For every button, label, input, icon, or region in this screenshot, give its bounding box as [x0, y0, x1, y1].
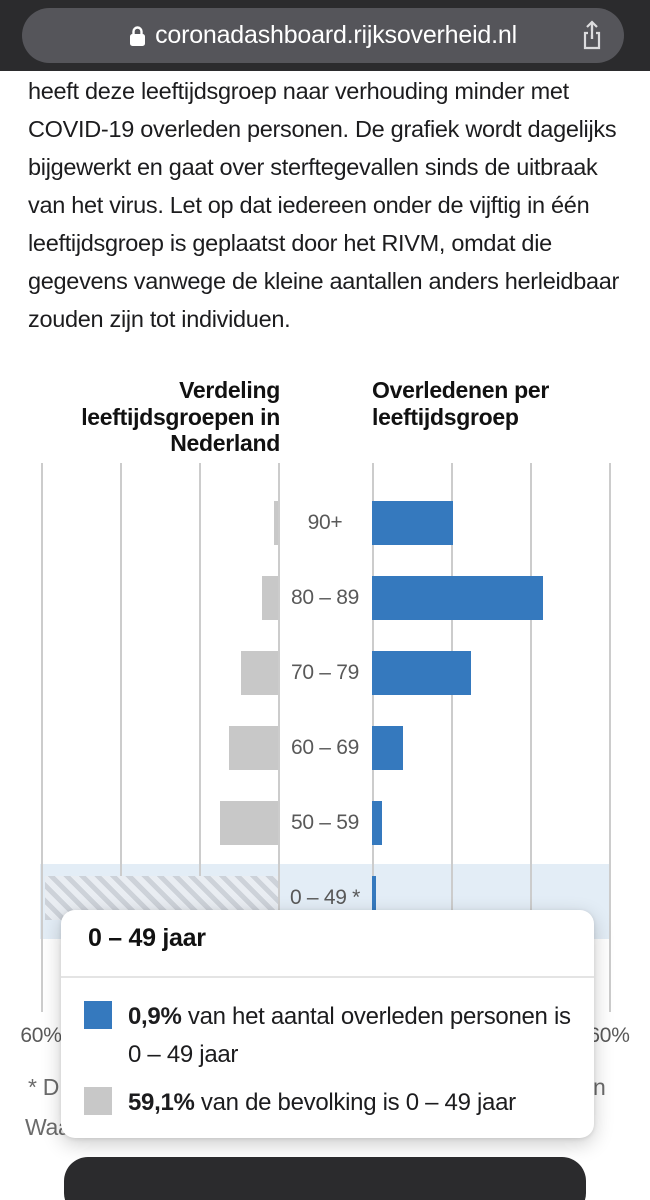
article-text-line: van het virus. Let op dat iedereen onder… — [28, 192, 590, 218]
tooltip-value: 59,1% — [128, 1089, 195, 1116]
gridline — [199, 463, 201, 1012]
age-group-label: 60 – 69 — [291, 736, 359, 759]
browser-bottom-bar[interactable] — [64, 1157, 586, 1200]
tooltip-legend-text: 59,1% van de bevolking is 0 – 49 jaar — [128, 1084, 576, 1122]
gridline — [609, 463, 611, 1012]
address-bar[interactable]: coronadashboard.rijksoverheid.nl — [22, 8, 624, 63]
chart-left-title-line: Verdeling — [179, 377, 280, 403]
article-text-line: leeftijdsgroep is geplaatst door het RIV… — [28, 230, 552, 256]
footnote-fragment-star: * D — [28, 1074, 60, 1100]
age-group-label: 70 – 79 — [291, 661, 359, 684]
population-bar-50–59[interactable] — [219, 801, 278, 845]
share-button[interactable] — [576, 20, 608, 52]
age-group-label: 0 – 49 * — [290, 886, 360, 909]
article-text-line: COVID-19 overleden personen. De grafiek … — [28, 116, 617, 142]
deaths-bar-0–49[interactable] — [372, 876, 376, 920]
age-group-label: 90+ — [307, 511, 343, 534]
gridline — [41, 463, 43, 1012]
tooltip-text: van het aantal overleden personen is 0 –… — [128, 1003, 571, 1068]
tooltip-text: van de bevolking is 0 – 49 jaar — [194, 1089, 516, 1116]
article-paragraph: heeft deze leeftijdsgroep naar verhoudin… — [28, 72, 619, 338]
age-group-label: 80 – 89 — [291, 586, 359, 609]
footnote-fragment-right: n — [593, 1074, 606, 1100]
gridline — [530, 463, 532, 1012]
browser-top-bar: coronadashboard.rijksoverheid.nl — [0, 0, 650, 71]
age-group-label: 50 – 59 — [291, 811, 359, 834]
share-icon — [583, 20, 601, 50]
chart-right-title-line: leeftijdsgroep — [372, 403, 519, 430]
population-bar-90+[interactable] — [273, 501, 278, 545]
chart-left-title-line: Nederland — [170, 430, 280, 456]
lock-icon — [130, 25, 146, 46]
gridline — [120, 463, 122, 1012]
gridline — [278, 463, 280, 1012]
chart-left-title-line: leeftijdsgroepen in — [81, 403, 280, 430]
url-text: coronadashboard.rijksoverheid.nl — [155, 21, 517, 49]
population-bar-60–69[interactable] — [229, 726, 278, 770]
tooltip-legend-text: 0,9% van het aantal overleden personen i… — [128, 998, 576, 1074]
tooltip-divider — [61, 976, 594, 978]
chart-tooltip: 0 – 49 jaar 0,9% van het aantal overlede… — [61, 910, 594, 1138]
article-text-line: bijgewerkt en gaat over sterftegevallen … — [28, 154, 598, 180]
deaths-bar-70–79[interactable] — [372, 651, 472, 695]
article-text-line: zouden zijn tot individuen. — [28, 306, 291, 332]
deaths-bar-90+[interactable] — [372, 501, 453, 545]
x-axis-label-left: 60% — [20, 1024, 62, 1047]
deaths-bar-50–59[interactable] — [372, 801, 382, 845]
gridline — [451, 463, 453, 1012]
deaths-bar-60–69[interactable] — [372, 726, 403, 770]
legend-swatch-gray — [84, 1087, 112, 1115]
article-text-line: heeft deze leeftijdsgroep naar verhoudin… — [28, 78, 569, 104]
chart-right-title: Overledenen per leeftijdsgroep — [372, 377, 612, 430]
article-text-line: gegevens vanwege de kleine aantallen and… — [28, 268, 620, 294]
tooltip-title: 0 – 49 jaar — [88, 924, 206, 952]
tooltip-value: 0,9% — [128, 1003, 182, 1030]
population-bar-70–79[interactable] — [241, 651, 278, 695]
population-bar-80–89[interactable] — [262, 576, 278, 620]
chart-left-title: Verdeling leeftijdsgroepen in Nederland — [0, 377, 280, 457]
x-axis-label-right: 60% — [588, 1024, 630, 1047]
deaths-bar-80–89[interactable] — [372, 576, 544, 620]
chart-right-title-line: Overledenen per — [372, 377, 550, 403]
legend-swatch-blue — [84, 1001, 112, 1029]
